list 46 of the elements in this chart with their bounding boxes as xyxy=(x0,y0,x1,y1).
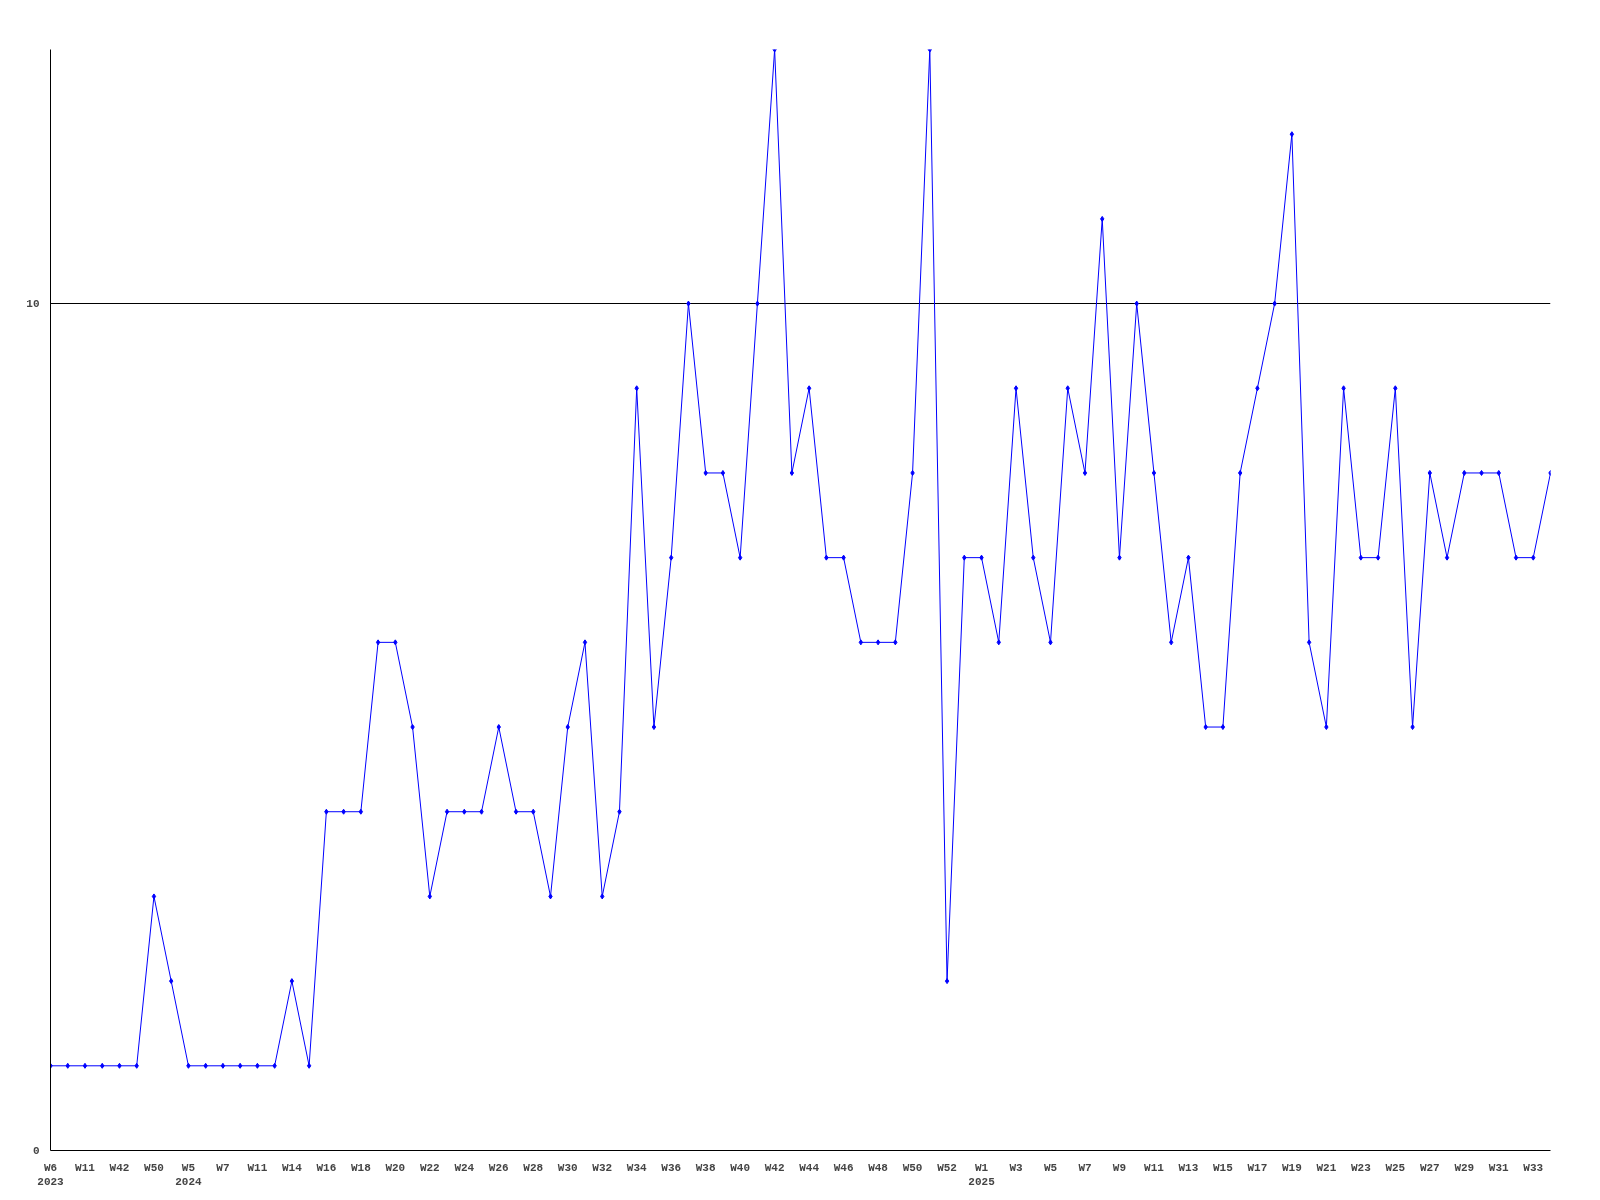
x-tick-label: W46 xyxy=(833,1161,854,1174)
x-tick-label: W11 xyxy=(1144,1161,1165,1174)
x-tick-label: W18 xyxy=(350,1161,372,1174)
x-tick-label: W1 2025 xyxy=(968,1161,996,1188)
x-tick-label: W50 xyxy=(902,1161,923,1174)
x-tick-label: W26 xyxy=(488,1161,509,1174)
x-tick-label: W21 xyxy=(1316,1161,1337,1174)
x-tick-label: W14 xyxy=(281,1161,303,1174)
x-tick-label: W16 xyxy=(316,1161,337,1174)
x-tick-label: W5 2024 xyxy=(175,1161,203,1188)
x-tick-label: W36 xyxy=(661,1161,682,1174)
x-tick-label: W11 xyxy=(75,1161,96,1174)
y-tick-label: 10 xyxy=(26,298,40,311)
x-tick-label: W34 xyxy=(626,1161,648,1174)
x-tick-label: W52 xyxy=(937,1161,957,1174)
x-tick-label: W50 xyxy=(144,1161,164,1174)
x-tick-label: W24 xyxy=(454,1161,475,1174)
x-tick-label: W25 xyxy=(1385,1161,1406,1174)
x-tick-label: W28 xyxy=(523,1161,544,1174)
x-tick-label: W7 xyxy=(216,1161,230,1174)
x-tick-label: W9 xyxy=(1112,1161,1127,1174)
x-tick-label: W30 xyxy=(557,1161,578,1174)
x-tick-label: W42 xyxy=(109,1161,130,1174)
x-tick-label: W23 xyxy=(1350,1161,1372,1174)
x-tick-label: W22 xyxy=(419,1161,440,1174)
x-tick-label: W42 xyxy=(764,1161,785,1174)
x-tick-label: W19 xyxy=(1281,1161,1302,1174)
x-tick-label: W11 xyxy=(247,1161,268,1174)
x-tick-label: W5 xyxy=(1043,1161,1058,1174)
x-tick-label: W48 xyxy=(868,1161,889,1174)
x-tick-label: W13 xyxy=(1178,1161,1199,1174)
x-tick-label: W32 xyxy=(592,1161,613,1174)
x-tick-label: W3 xyxy=(1009,1161,1024,1174)
x-tick-label: W15 xyxy=(1213,1161,1234,1174)
y-tick-label: 0 xyxy=(32,1145,40,1157)
x-tick-label: W33 xyxy=(1523,1161,1544,1174)
x-tick-label: W44 xyxy=(799,1161,820,1174)
x-tick-label: W40 xyxy=(730,1161,751,1174)
x-tick-label: W27 xyxy=(1419,1161,1440,1174)
x-tick-label: W38 xyxy=(695,1161,716,1174)
x-tick-label: W20 xyxy=(385,1161,406,1174)
x-tick-label: W29 xyxy=(1454,1161,1475,1174)
x-tick-label: W31 xyxy=(1488,1161,1510,1174)
x-tick-label: W6 2023 xyxy=(37,1161,65,1188)
x-tick-label: W17 xyxy=(1247,1161,1268,1174)
x-tick-label: W7 xyxy=(1078,1161,1092,1174)
